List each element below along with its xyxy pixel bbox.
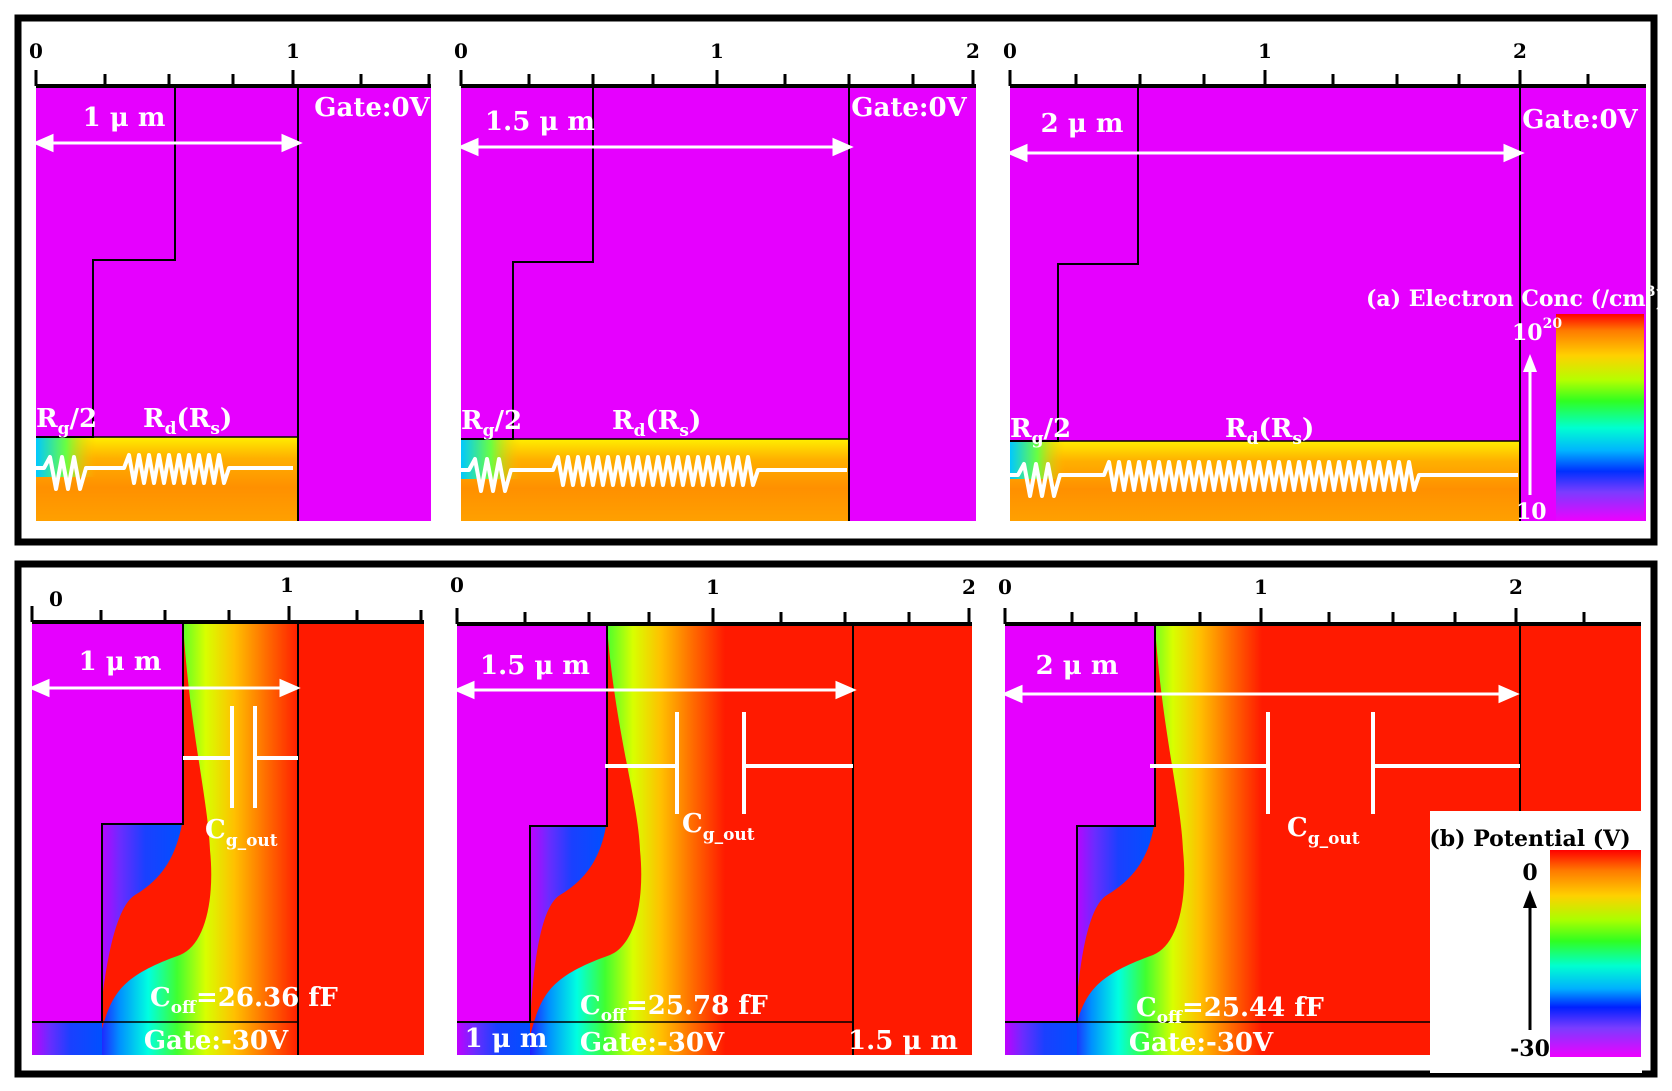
tick-marks	[30, 606, 423, 622]
gate-label: Gate:-30V	[1129, 1028, 1274, 1058]
gate-label: Gate:0V	[314, 93, 430, 123]
legend-bottom-label: -30	[1510, 1036, 1550, 1062]
panel-a-sim-3: 0 1 2 2 μ m Gate:0V Rg/2 Rd(Rs)	[1003, 39, 1646, 521]
rg-label: Rg/2	[36, 404, 97, 439]
rg-label: Rg/2	[461, 406, 522, 441]
tick-label: 1	[706, 575, 720, 599]
legend-title: (b) Potential (V)	[1429, 826, 1630, 852]
tick-label: 1	[286, 39, 300, 63]
capacitor-symbol	[183, 706, 298, 808]
tick-marks	[1008, 70, 1590, 86]
tick-label: 1	[1254, 575, 1268, 599]
length-label: 1.5 μ m	[480, 651, 590, 681]
panel-b-sim-1: 0 1 1 μ m Cg_out Coff=26.36 fF Gate:-30V	[28, 573, 424, 1056]
tick-label: 2	[1509, 575, 1523, 599]
depletion-region	[100, 824, 182, 1020]
magenta-region-top	[1005, 626, 1155, 826]
legend-electron-conc: (a) Electron Conc (/cm3) 1020 10	[1366, 284, 1666, 525]
capacitor-symbol	[605, 712, 853, 814]
legend-bottom-label: 10	[1516, 499, 1547, 525]
tick-marks	[1003, 608, 1586, 624]
resistor-rg	[461, 455, 847, 493]
length-arrow	[1006, 143, 1525, 163]
length-arrow	[457, 137, 854, 157]
length-arrow	[28, 678, 301, 698]
gate-label: Gate:-30V	[580, 1028, 725, 1058]
resistor-rg	[1010, 460, 1518, 498]
potential-wave	[1068, 626, 1262, 1055]
tick-label: 2	[962, 575, 976, 599]
cg-out-label: Cg_out	[682, 809, 755, 845]
gate-label: Gate:-30V	[144, 1026, 289, 1056]
gate-label: Gate:0V	[1522, 105, 1638, 135]
legend-top-label: 0	[1522, 860, 1537, 886]
tick-label: 2	[1513, 39, 1527, 63]
magenta-strip-bottom	[32, 1022, 102, 1055]
length-label: 1.5 μ m	[485, 107, 595, 137]
length-label: 2 μ m	[1041, 109, 1124, 139]
tick-label: 0	[49, 587, 63, 611]
tick-label: 0	[1003, 39, 1017, 63]
bottom-right-label: 1.5 μ m	[848, 1026, 958, 1056]
legend-top-label: 1020	[1512, 316, 1562, 346]
legend-potential: (b) Potential (V) 0 -30	[1429, 811, 1642, 1073]
tick-marks	[34, 70, 431, 86]
tick-label: 0	[998, 575, 1012, 599]
magenta-strip-bottom	[1005, 1022, 1077, 1055]
length-label: 2 μ m	[1036, 651, 1119, 681]
depletion-region	[1075, 826, 1154, 1022]
rg-label: Rg/2	[1010, 414, 1071, 449]
panel-a-sim-1: 0 1 1 μ m Gate:0V Rg/2 Rd(Rs)	[29, 39, 431, 521]
length-label: 1 μ m	[83, 103, 166, 133]
tick-marks	[459, 70, 975, 86]
depletion-region	[530, 826, 606, 1022]
magenta-region-top	[457, 626, 607, 826]
gate-label: Gate:0V	[851, 93, 967, 123]
bottom-left-label: 1 μ m	[465, 1024, 548, 1054]
capacitor-symbol	[1150, 712, 1520, 814]
tick-label: 0	[454, 39, 468, 63]
tick-label: 1	[280, 573, 294, 597]
coff-label: Coff=25.44 fF	[1136, 993, 1324, 1028]
coff-label: Coff=25.78 fF	[580, 991, 768, 1026]
rd-label: Rd(Rs)	[143, 404, 232, 439]
length-arrow	[32, 133, 303, 153]
magenta-region-top	[32, 624, 183, 824]
potential-wave	[95, 624, 300, 1055]
cg-out-label: Cg_out	[205, 815, 278, 851]
magenta-strip-bottom	[457, 1022, 530, 1055]
tick-label: 1	[1258, 39, 1272, 63]
tick-label: 0	[450, 573, 464, 597]
length-label: 1 μ m	[79, 647, 162, 677]
magenta-region-left	[32, 824, 102, 1022]
magenta-region-left	[457, 826, 530, 1022]
rd-label: Rd(Rs)	[612, 406, 701, 441]
tick-label: 2	[966, 39, 980, 63]
legend-title: (a) Electron Conc (/cm3)	[1366, 284, 1666, 312]
magenta-region-left	[1005, 826, 1077, 1022]
colorbar	[1556, 314, 1644, 521]
panel-a-sim-2: 0 1 2 1.5 μ m Gate:0V Rg/2 Rd(Rs)	[454, 39, 980, 521]
cg-out-label: Cg_out	[1287, 813, 1360, 849]
tick-marks	[455, 608, 971, 624]
coff-label: Coff=26.36 fF	[150, 983, 338, 1018]
panel-b-sim-2: 0 1 2 1.5 μ m Cg_out Coff=25.78 fF Gate:…	[450, 573, 976, 1058]
rd-label: Rd(Rs)	[1225, 414, 1314, 449]
resistor-rg	[36, 453, 293, 491]
tick-label: 1	[710, 39, 724, 63]
colorbar	[1550, 850, 1641, 1057]
length-arrow	[453, 680, 857, 700]
length-arrow	[1001, 684, 1520, 704]
tick-label: 0	[29, 39, 43, 63]
